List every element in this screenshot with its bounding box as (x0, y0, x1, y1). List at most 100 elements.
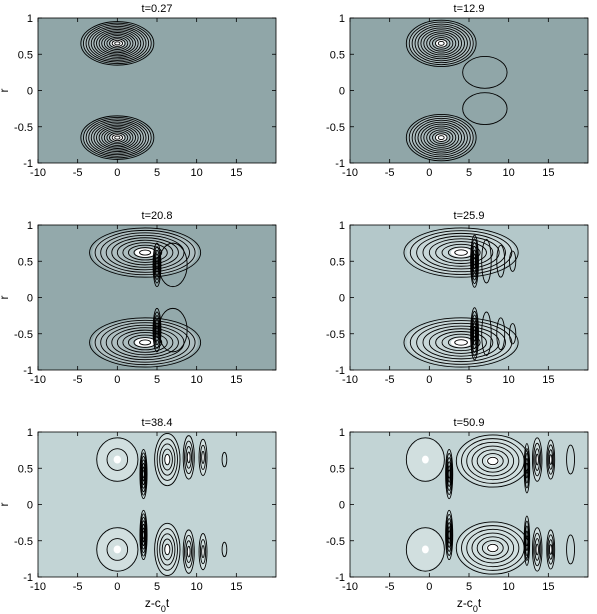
contour-line (156, 438, 178, 481)
x-tick-label: 15 (542, 581, 554, 593)
vortex-core (113, 455, 122, 464)
vortex-core (113, 545, 122, 554)
x-tick-label: 10 (191, 581, 203, 593)
vortex-core (165, 544, 170, 555)
contour-line (437, 135, 445, 141)
contour-line (103, 35, 131, 52)
contour-line (546, 529, 556, 570)
contour-line (185, 540, 192, 563)
contour-line (142, 470, 145, 479)
x-tick-label: -5 (385, 374, 395, 386)
structure-lobe (462, 92, 508, 126)
y-tick-label: 0.5 (18, 256, 33, 268)
contour-line (462, 92, 508, 126)
structure-vortex (546, 529, 556, 570)
contour-line (116, 329, 174, 356)
contour-line (420, 29, 463, 58)
contour-line (470, 307, 479, 361)
structure-vortex (405, 437, 445, 482)
contour-line (446, 522, 452, 548)
contour-line (524, 453, 530, 484)
y-tick-label: -1 (23, 572, 33, 584)
contour-line (186, 545, 191, 558)
structure-vortex (455, 521, 530, 575)
contour-line (481, 239, 492, 284)
contour-line (466, 441, 520, 481)
structure-lobe (496, 317, 506, 351)
y-axis-label: r (0, 89, 11, 93)
contour-line (139, 249, 152, 256)
vortex-core (187, 547, 190, 556)
contour-line (103, 129, 131, 146)
contour-line (435, 241, 487, 264)
contour-line (199, 539, 207, 565)
structure-lobe (496, 244, 506, 278)
contour-line (106, 448, 129, 471)
contour-line (184, 440, 194, 475)
panel-title: t=20.8 (142, 210, 173, 222)
contour-line (111, 327, 179, 358)
contour-line (435, 331, 487, 354)
contour-line (161, 538, 173, 561)
contour-line (547, 534, 555, 565)
contour-line (82, 22, 152, 65)
contour-line (201, 545, 205, 559)
plot-background (350, 225, 588, 370)
contour-line (437, 40, 445, 46)
contour-line (471, 245, 478, 277)
contour-line (470, 234, 479, 288)
contour-line (93, 123, 142, 153)
contour-line (405, 113, 477, 162)
contour-line (470, 238, 479, 285)
contour-line (164, 543, 171, 556)
structure-band (445, 448, 454, 500)
contour-line (416, 322, 506, 363)
contour-line (524, 525, 530, 556)
structure-lobe (158, 307, 188, 353)
contour-line (426, 127, 457, 148)
contour-line (434, 133, 448, 142)
structure-band (139, 509, 148, 561)
vortex-core (110, 39, 124, 48)
contour-line (111, 237, 179, 268)
contour-line (94, 229, 196, 276)
contour-line (199, 444, 207, 470)
plot-background (350, 432, 588, 577)
contour-line (114, 135, 121, 140)
x-tick-label: -10 (30, 167, 46, 179)
contour-line (509, 323, 517, 345)
panel-4: -10 -5 0 5 10 15 -1 -0.5 0 0.5 1 t=25.9 (326, 210, 589, 386)
x-tick-label: 5 (154, 167, 160, 179)
y-tick-label: -1 (335, 365, 345, 377)
y-tick-label: 0 (27, 500, 33, 512)
y-tick-label: 0.5 (18, 49, 33, 61)
y-tick-label: 0.5 (330, 463, 345, 475)
structure-lobe (158, 242, 188, 288)
x-tick-label: 5 (154, 581, 160, 593)
contour-line (414, 25, 468, 62)
panel-title: t=25.9 (454, 210, 485, 222)
contour-line (454, 249, 468, 256)
structure-vortex (532, 527, 543, 572)
y-tick-label: -0.5 (14, 122, 33, 134)
contour-line (109, 38, 126, 49)
contour-line (152, 242, 162, 288)
contour-line (473, 329, 476, 338)
structure-vortex (403, 227, 519, 278)
vortex-core (135, 338, 156, 347)
y-tick-label: 1 (339, 427, 345, 439)
vortex-core (110, 133, 124, 142)
contour-line (535, 543, 539, 556)
contour-line (98, 32, 137, 55)
contour-line (546, 439, 556, 480)
panel-1: -10 -5 0 5 10 15 -1 -0.5 0 0.5 1 t=0.27 r (0, 3, 277, 179)
x-tick-label: -5 (73, 374, 83, 386)
contour-line (472, 322, 477, 346)
contour-line (403, 227, 519, 278)
vortex-core (536, 455, 539, 464)
contour-line (481, 311, 492, 356)
y-tick-label: 0.5 (18, 463, 33, 475)
contour-line (161, 448, 173, 471)
contour-line (201, 450, 205, 464)
